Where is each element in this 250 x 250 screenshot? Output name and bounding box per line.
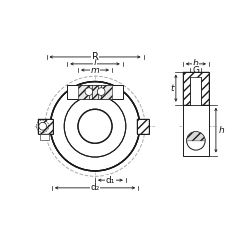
Text: b: b	[193, 60, 199, 68]
Circle shape	[39, 122, 46, 130]
Circle shape	[78, 109, 112, 143]
Bar	[190, 76, 201, 105]
Wedge shape	[187, 132, 205, 141]
Text: h: h	[218, 126, 224, 134]
Text: d₂: d₂	[90, 183, 100, 192]
Circle shape	[97, 88, 105, 96]
Circle shape	[187, 132, 205, 150]
Text: d₁: d₁	[106, 176, 115, 185]
Bar	[136, 118, 149, 134]
Bar	[183, 72, 209, 105]
Bar	[78, 85, 112, 98]
Bar	[40, 134, 49, 140]
Bar	[38, 118, 54, 134]
Circle shape	[78, 109, 112, 143]
Text: m: m	[91, 66, 100, 74]
Text: R: R	[92, 52, 98, 62]
Circle shape	[50, 82, 140, 171]
Circle shape	[85, 88, 93, 96]
Bar	[136, 118, 149, 134]
Bar	[183, 105, 209, 156]
Text: G: G	[192, 66, 200, 74]
Bar	[38, 118, 54, 134]
Bar	[183, 72, 209, 105]
Text: l: l	[94, 60, 96, 68]
Text: t: t	[170, 84, 173, 93]
Bar	[67, 85, 123, 98]
